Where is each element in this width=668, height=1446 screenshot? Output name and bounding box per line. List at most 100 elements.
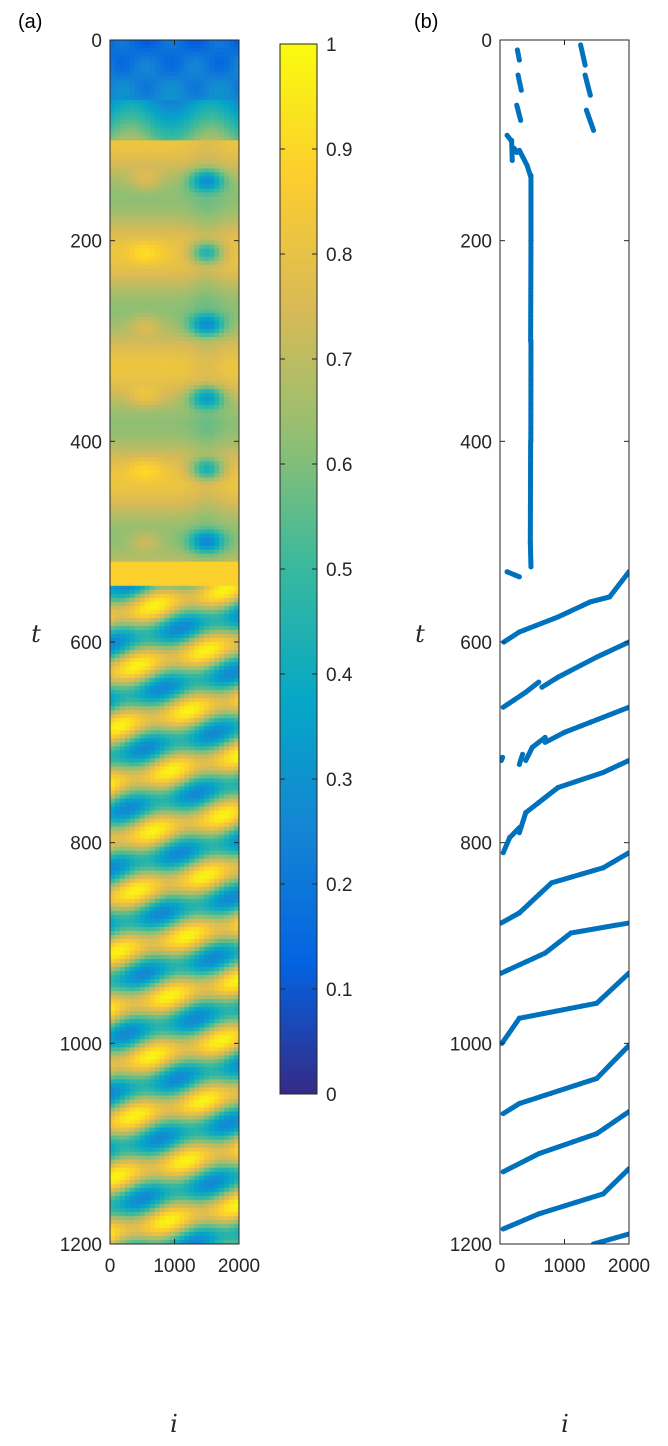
heatmap-cell xyxy=(110,549,116,555)
heatmap-cell xyxy=(199,296,205,302)
heatmap-cell xyxy=(209,501,215,507)
heatmap-cell xyxy=(234,40,239,45)
heatmap-cell xyxy=(209,461,215,467)
heatmap-cell xyxy=(214,806,220,812)
heatmap-cell xyxy=(139,204,146,210)
heatmap-cell xyxy=(219,228,225,234)
heatmap-cell xyxy=(110,642,116,647)
heatmap-cell xyxy=(204,280,210,286)
heatmap-cell xyxy=(179,268,186,274)
heatmap-cell xyxy=(129,341,136,346)
heatmap-cell xyxy=(189,537,195,543)
heatmap-cell xyxy=(139,365,146,370)
heatmap-cell xyxy=(110,601,116,607)
heatmap-cell xyxy=(154,96,161,101)
heatmap-cell xyxy=(119,220,126,226)
heatmap-cell xyxy=(219,280,225,286)
heatmap-cell xyxy=(154,758,161,763)
heatmap-cell xyxy=(119,345,126,350)
heatmap-cell xyxy=(194,682,200,687)
heatmap-cell xyxy=(199,240,205,246)
heatmap-cell xyxy=(119,168,126,174)
heatmap-cell xyxy=(229,336,235,342)
heatmap-cell xyxy=(164,682,171,687)
heatmap-cell xyxy=(154,164,161,170)
heatmap-cell xyxy=(114,216,121,222)
heatmap-cell xyxy=(184,180,190,186)
heatmap-cell xyxy=(129,545,136,551)
heatmap-cell xyxy=(214,794,220,800)
heatmap-cell xyxy=(139,64,146,69)
heatmap-cell xyxy=(154,473,161,479)
heatmap-cell xyxy=(110,349,116,354)
heatmap-cell xyxy=(189,738,195,743)
heatmap-cell xyxy=(219,617,225,623)
heatmap-cell xyxy=(229,44,235,49)
heatmap-cell xyxy=(234,505,239,511)
heatmap-cell xyxy=(189,790,195,796)
heatmap-cell xyxy=(169,629,176,635)
heatmap-cell xyxy=(139,469,146,475)
heatmap-cell xyxy=(169,609,176,615)
heatmap-cell xyxy=(224,256,230,262)
heatmap-cell xyxy=(124,445,131,450)
heatmap-cell xyxy=(144,381,151,386)
heatmap-cell xyxy=(199,320,205,326)
heatmap-cell xyxy=(119,192,126,198)
heatmap-cell xyxy=(184,465,190,471)
heatmap-cell xyxy=(179,365,186,370)
heatmap-cell xyxy=(199,328,205,334)
heatmap-cell xyxy=(179,786,186,792)
heatmap-cell xyxy=(199,473,205,479)
heatmap-cell xyxy=(229,76,235,81)
heatmap-cell xyxy=(134,184,141,190)
heatmap-cell xyxy=(134,569,141,575)
heatmap-cell xyxy=(149,100,156,105)
heatmap-cell xyxy=(199,341,205,346)
heatmap-cell xyxy=(144,481,151,487)
heatmap-cell xyxy=(184,794,190,800)
heatmap-cell xyxy=(224,477,230,483)
heatmap-cell xyxy=(164,706,171,711)
heatmap-cell xyxy=(124,276,131,282)
heatmap-cell xyxy=(174,164,181,170)
heatmap-cell xyxy=(204,553,210,559)
heatmap-cell xyxy=(124,497,131,503)
heatmap-cell xyxy=(114,228,121,234)
heatmap-cell xyxy=(110,569,116,575)
heatmap-cell xyxy=(114,276,121,282)
heatmap-cell xyxy=(229,654,235,659)
heatmap-cell xyxy=(204,702,210,707)
heatmap-cell xyxy=(114,148,121,153)
heatmap-cell xyxy=(229,650,235,655)
heatmap-cell xyxy=(209,164,215,170)
heatmap-cell xyxy=(169,433,176,438)
heatmap-cell xyxy=(219,481,225,487)
heatmap-cell xyxy=(199,276,205,282)
heatmap-cell xyxy=(164,589,171,595)
heatmap-cell xyxy=(204,766,210,772)
heatmap-cell xyxy=(204,794,210,800)
heatmap-cell xyxy=(229,666,235,671)
heatmap-cell xyxy=(119,336,126,342)
heatmap-cell xyxy=(219,742,225,747)
heatmap-cell xyxy=(119,646,126,651)
heatmap-cell xyxy=(184,244,190,250)
heatmap-cell xyxy=(234,196,239,202)
heatmap-cell xyxy=(174,296,181,302)
heatmap-cell xyxy=(139,236,146,242)
heatmap-cell xyxy=(189,84,195,89)
heatmap-cell xyxy=(129,92,136,97)
heatmap-cell xyxy=(114,810,121,816)
heatmap-cell xyxy=(169,292,176,298)
heatmap-cell xyxy=(174,694,181,699)
heatmap-cell xyxy=(134,60,141,65)
heatmap-cell xyxy=(149,541,156,547)
heatmap-cell xyxy=(209,168,215,174)
heatmap-cell xyxy=(224,601,230,607)
heatmap-cell xyxy=(179,369,186,374)
heatmap-cell xyxy=(114,152,121,157)
heatmap-cell xyxy=(194,397,200,402)
heatmap-cell xyxy=(194,112,200,117)
heatmap-cell xyxy=(144,593,151,599)
